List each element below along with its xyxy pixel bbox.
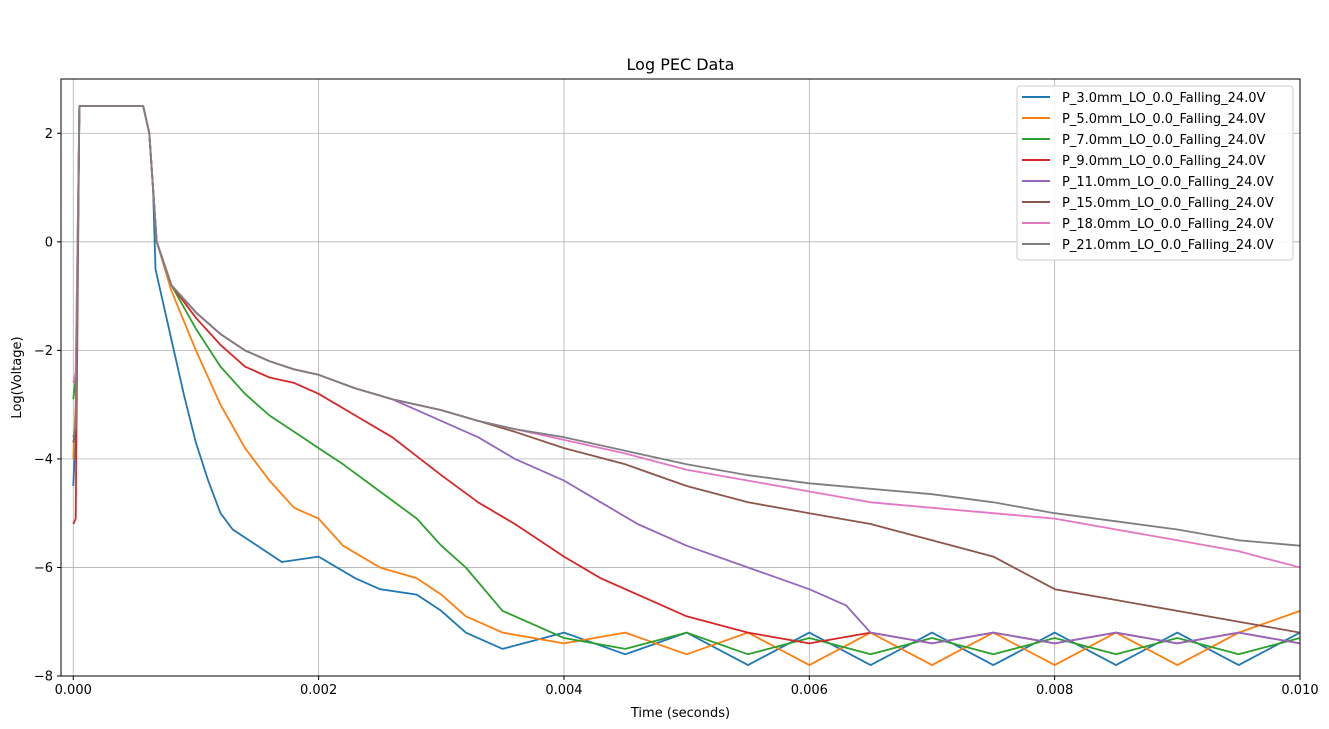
x-tick-label: 0.000: [55, 683, 92, 698]
legend-label: P_5.0mm_LO_0.0_Falling_24.0V: [1062, 112, 1266, 127]
y-tick-label: −2: [34, 344, 53, 359]
y-axis-ticks: −8 −6 −4 −2 0 2: [34, 127, 61, 685]
x-tick-label: 0.010: [1281, 683, 1318, 698]
series-line-7: [72, 105, 1301, 547]
x-tick-label: 0.006: [791, 683, 828, 698]
legend-label: P_3.0mm_LO_0.0_Falling_24.0V: [1062, 91, 1266, 106]
x-tick-label: 0.002: [300, 683, 337, 698]
y-axis-label: Log(Voltage): [10, 336, 25, 418]
y-tick-label: −6: [34, 561, 53, 576]
legend-label: P_9.0mm_LO_0.0_Falling_24.0V: [1062, 154, 1266, 169]
plot-frame: [60, 78, 1301, 677]
legend-label: P_18.0mm_LO_0.0_Falling_24.0V: [1062, 217, 1274, 232]
chart-title: Log PEC Data: [627, 55, 735, 74]
series-lines: [72, 105, 1301, 666]
y-tick-label: 2: [45, 127, 53, 142]
y-tick-label: −4: [34, 452, 53, 467]
x-tick-label: 0.004: [545, 683, 582, 698]
x-tick-label: 0.008: [1036, 683, 1073, 698]
legend-label: P_21.0mm_LO_0.0_Falling_24.0V: [1062, 238, 1274, 253]
legend: P_3.0mm_LO_0.0_Falling_24.0V P_5.0mm_LO_0…: [1016, 85, 1294, 261]
y-tick-label: −8: [34, 670, 53, 685]
legend-box: [1016, 85, 1294, 261]
x-axis-ticks: 0.000 0.002 0.004 0.006 0.008 0.010: [55, 676, 1319, 698]
y-tick-label: 0: [45, 235, 53, 250]
legend-label: P_11.0mm_LO_0.0_Falling_24.0V: [1062, 175, 1274, 190]
legend-label: P_15.0mm_LO_0.0_Falling_24.0V: [1062, 196, 1274, 211]
x-axis-label: Time (seconds): [630, 706, 730, 721]
legend-label: P_7.0mm_LO_0.0_Falling_24.0V: [1062, 133, 1266, 148]
